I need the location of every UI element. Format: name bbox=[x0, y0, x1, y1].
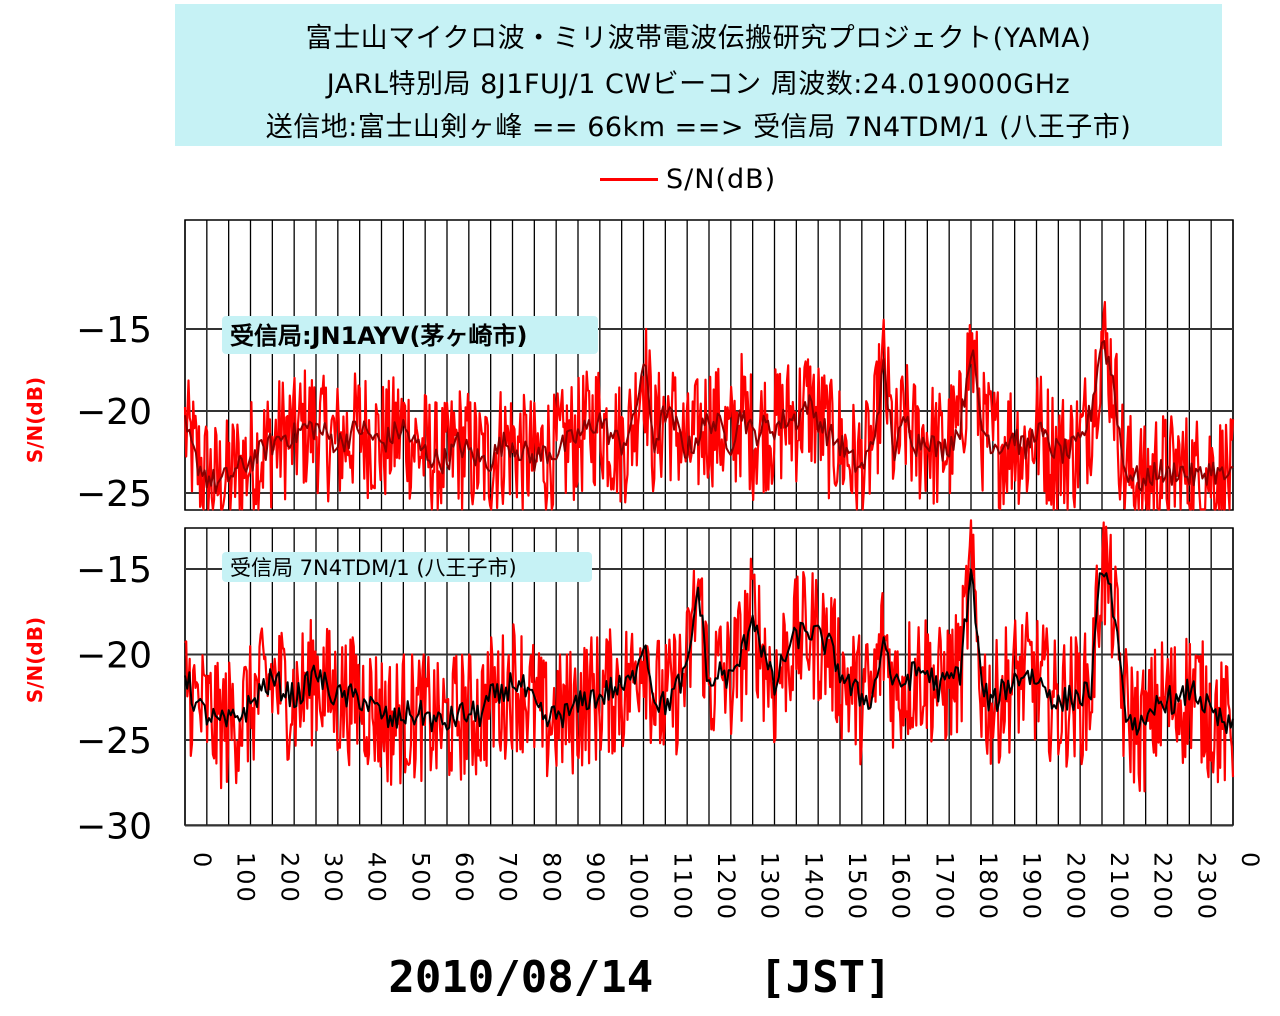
x-axis-date-label: 2010/08/14 [JST] bbox=[388, 952, 892, 1003]
x-tick-label: 2300 bbox=[1192, 852, 1220, 921]
x-tick-label: 2200 bbox=[1149, 852, 1177, 921]
legend-label: S/N(dB) bbox=[666, 163, 777, 195]
x-tick-label: 1200 bbox=[712, 852, 740, 921]
x-tick-label: 600 bbox=[450, 852, 478, 904]
series-average-line bbox=[184, 340, 1234, 494]
x-tick-label: 500 bbox=[406, 852, 434, 904]
station-label: 受信局 7N4TDM/1 (八王子市) bbox=[230, 556, 517, 580]
x-tick-label: 0 bbox=[188, 852, 216, 869]
x-tick-label: 800 bbox=[537, 852, 565, 904]
y-tick-label: −20 bbox=[76, 636, 152, 677]
x-tick-label: 700 bbox=[494, 852, 522, 904]
x-tick-label: 1000 bbox=[625, 852, 653, 921]
x-tick-label: 1900 bbox=[1018, 852, 1046, 921]
y-tick-label: −15 bbox=[76, 550, 152, 591]
y-tick-label: −15 bbox=[76, 310, 152, 351]
x-tick-label: 200 bbox=[275, 852, 303, 904]
y-tick-label: −25 bbox=[76, 721, 152, 762]
station-label: 受信局:JN1AYV(茅ヶ崎市) bbox=[230, 322, 527, 350]
x-tick-label: 1300 bbox=[756, 852, 784, 921]
station-label-box bbox=[222, 316, 598, 354]
x-tick-label: 1500 bbox=[843, 852, 871, 921]
title-line-1: 富士山マイクロ波・ミリ波帯電波伝搬研究プロジェクト(YAMA) bbox=[305, 23, 1092, 54]
y-tick-label: −30 bbox=[76, 807, 152, 848]
x-tick-label: 1600 bbox=[887, 852, 915, 921]
chart-title-box: 富士山マイクロ波・ミリ波帯電波伝搬研究プロジェクト(YAMA) JARL特別局 … bbox=[175, 4, 1222, 146]
x-tick-label: 1800 bbox=[974, 852, 1002, 921]
station-label-box bbox=[222, 552, 592, 582]
x-tick-label: 400 bbox=[363, 852, 391, 904]
x-tick-label: 1100 bbox=[668, 852, 696, 921]
x-tick-label: 2100 bbox=[1105, 852, 1133, 921]
series-average-line bbox=[184, 568, 1234, 736]
legend-line-swatch bbox=[600, 177, 658, 181]
title-line-3: 送信地:富士山剣ヶ峰 == 66km ==> 受信局 7N4TDM/1 (八王子… bbox=[265, 112, 1132, 143]
x-tick-label: 300 bbox=[319, 852, 347, 904]
y-tick-label: −25 bbox=[76, 474, 152, 515]
x-tick-label: 2000 bbox=[1061, 852, 1089, 921]
x-tick-label: 1700 bbox=[930, 852, 958, 921]
legend: S/N(dB) bbox=[600, 163, 777, 195]
x-tick-label: 1400 bbox=[799, 852, 827, 921]
title-line-2: JARL特別局 8J1FUJ/1 CWビーコン 周波数:24.019000GHz bbox=[326, 69, 1071, 100]
x-tick-label: 100 bbox=[232, 852, 260, 904]
x-tick-label: 0 bbox=[1236, 852, 1264, 869]
x-tick-label: 900 bbox=[581, 852, 609, 904]
y-tick-label: −20 bbox=[76, 392, 152, 433]
